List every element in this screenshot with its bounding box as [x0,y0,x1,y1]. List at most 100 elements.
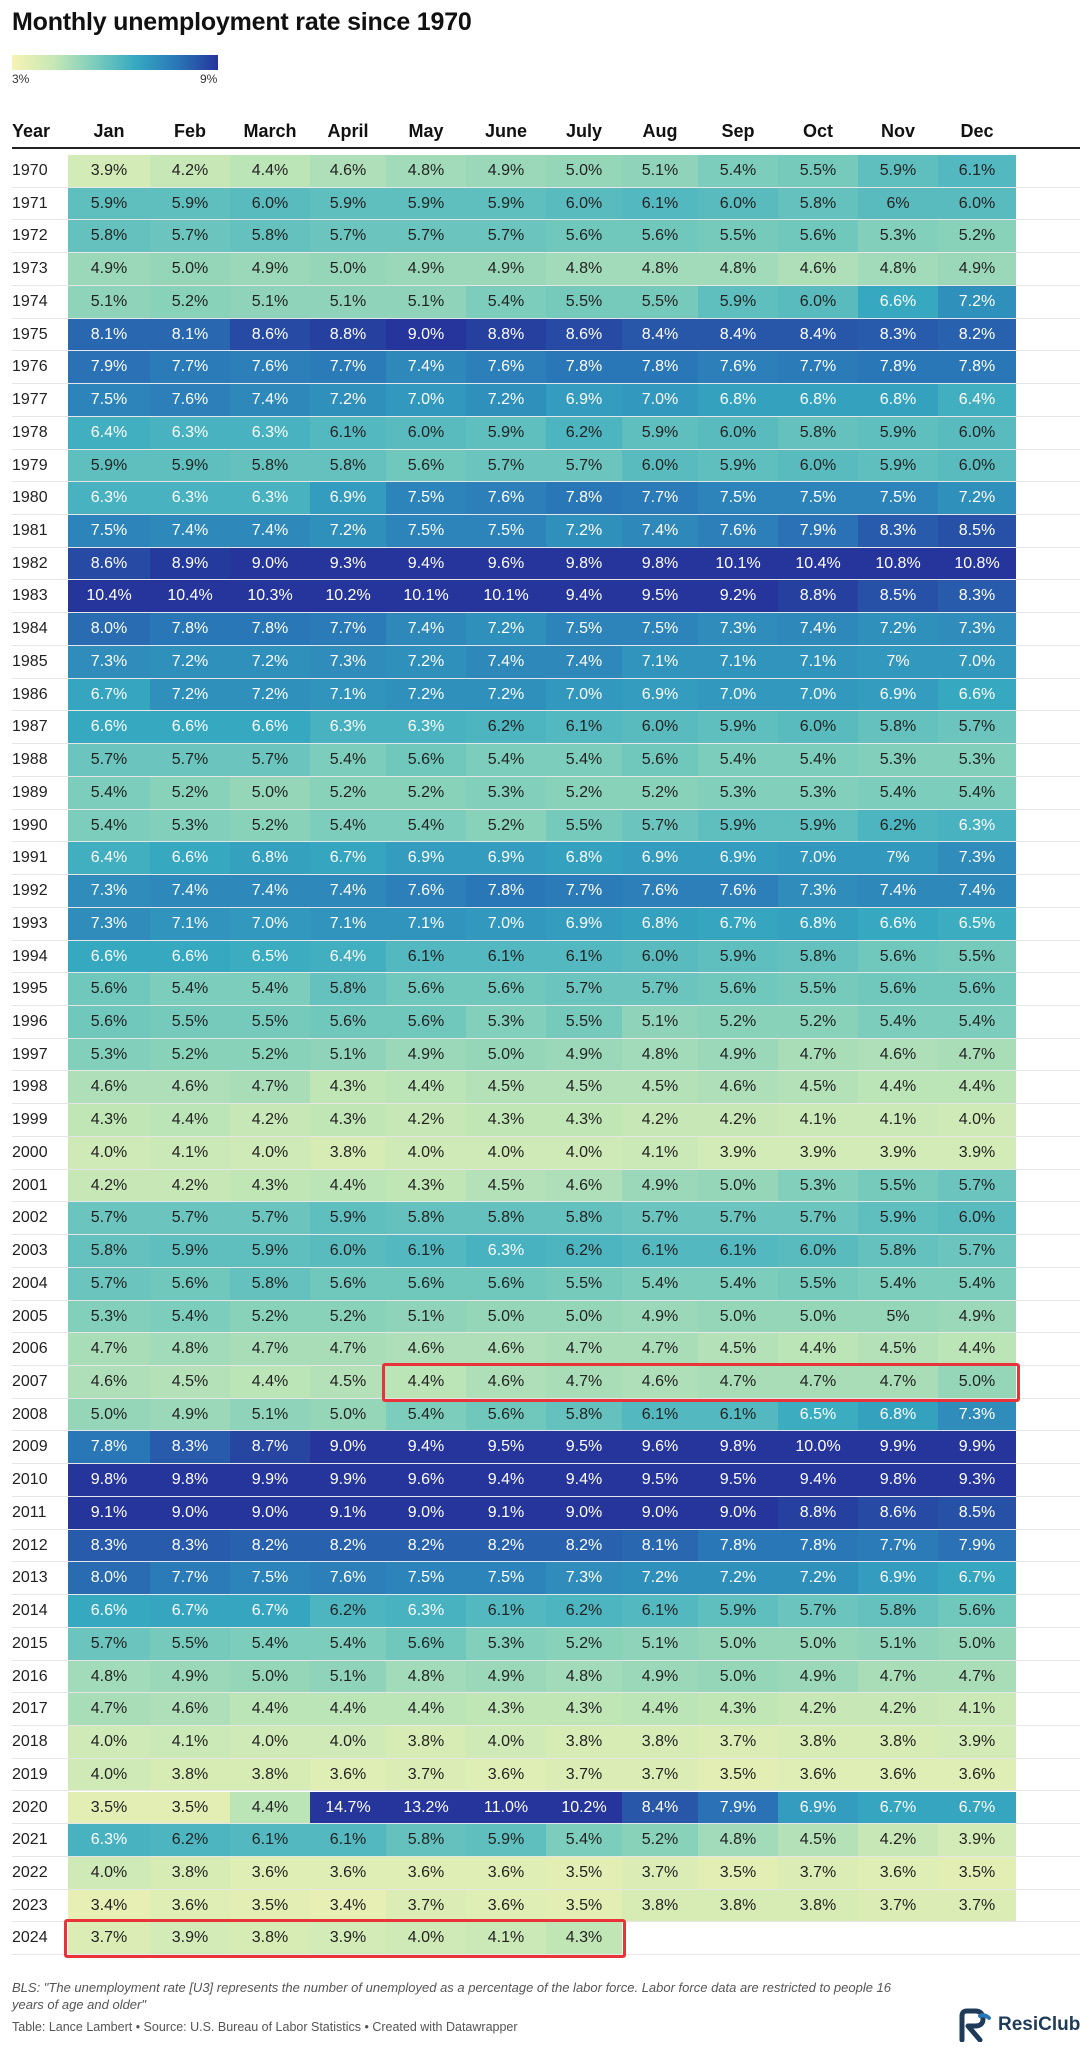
table-row: 2003 5.8% 5.9% 5.9% 6.0% 6.1% 6.3% 6.2% 6.1% 6.1%… [12,1235,1080,1268]
value-cell: 7.8% [858,351,938,384]
value-cell: 5.9% [698,285,778,318]
year-cell: 1999 [12,1104,68,1136]
value-cell: 6.0% [698,416,778,449]
value-cell: 6.5% [938,907,1016,940]
value-cell: 4.9% [938,1300,1016,1333]
value-cell: 10.4% [150,580,230,613]
value-cell: 4.1% [938,1693,1016,1726]
value-cell: 5.2% [230,1300,310,1333]
value-cell: 5.9% [698,940,778,973]
value-cell: 4.8% [698,1824,778,1856]
value-cell: 4.2% [858,1824,938,1856]
value-cell: 8.1% [68,318,150,351]
value-cell: 5.2% [546,1627,622,1660]
value-cell: 4.1% [150,1136,230,1169]
value-cell: 8.7% [230,1431,310,1464]
value-cell: 6.2% [546,1235,622,1267]
value-cell: 5.1% [386,285,466,318]
value-cell: 4.7% [68,1693,150,1726]
value-cell: 7.7% [150,351,230,384]
value-cell: 5.5% [778,973,858,1005]
column-header-feb: Feb [173,121,206,141]
legend-high-label: 9% [200,72,218,86]
value-cell: 7.5% [386,482,466,515]
value-cell: 7.7% [546,875,622,907]
value-cell: 6.1% [938,155,1016,187]
value-cell: 7.4% [466,645,546,678]
value-cell: 4.0% [386,1136,466,1169]
value-cell: 7.9% [778,515,858,547]
value-cell: 5.8% [546,1202,622,1235]
value-cell: 6.6% [938,678,1016,711]
value-cell: 4.0% [310,1726,386,1758]
value-cell: 4.4% [230,1791,310,1824]
value-cell: 4.9% [230,253,310,285]
value-cell: 4.2% [68,1169,150,1202]
year-cell: 2010 [12,1464,68,1496]
value-cell: 9.1% [68,1496,150,1529]
value-cell: 4.8% [386,155,466,187]
value-cell: 4.9% [386,253,466,285]
value-cell: 4.4% [622,1693,698,1726]
table-row: 1997 5.3% 5.2% 5.2% 5.1% 4.9% 5.0% 4.9% 4.8% 4.9%… [12,1038,1080,1072]
value-cell: 7.8% [546,482,622,515]
value-cell: 5.9% [698,449,778,482]
value-cell: 7.3% [546,1562,622,1595]
value-cell: 5.6% [466,973,546,1005]
value-cell: 4.6% [778,253,858,285]
value-cell: 5.9% [68,449,150,482]
value-cell: 4.0% [466,1726,546,1758]
value-cell: 5.6% [466,1398,546,1431]
table-row: 1972 5.8% 5.7% 5.8% 5.7% 5.7% 5.7% 5.6% 5.6% 5.5%… [12,220,1080,254]
value-cell: 5.8% [858,1235,938,1267]
value-cell: 9.5% [466,1431,546,1464]
value-cell: 4.2% [230,1104,310,1136]
value-cell: 7.7% [310,351,386,384]
value-cell: 7.8% [546,351,622,384]
value-cell: 5.8% [546,1398,622,1431]
value-cell: 5.3% [858,744,938,776]
table-row: 2024 3.7% 3.9% 3.8% 3.9% 4.0% 4.1% 4.3% [12,1922,1080,1956]
value-cell: 5.2% [778,1005,858,1038]
value-cell: 9.4% [778,1464,858,1496]
value-cell: 7% [858,645,938,678]
table-row: 1974 5.1% 5.2% 5.1% 5.1% 5.1% 5.4% 5.5% 5.5% 5.9%… [12,285,1080,319]
table-row: 2011 9.1% 9.0% 9.0% 9.1% 9.0% 9.1% 9.0% 9.0% 9.0%… [12,1496,1080,1530]
value-cell: 5.0% [230,1660,310,1693]
year-cell: 1971 [12,187,68,220]
value-cell: 4.7% [938,1660,1016,1693]
table-row: 2023 3.4% 3.6% 3.5% 3.4% 3.7% 3.6% 3.5% 3.8% 3.8%… [12,1889,1080,1923]
value-cell: 5.7% [938,711,1016,744]
value-cell: 4.5% [858,1333,938,1365]
value-cell: 3.6% [778,1758,858,1791]
value-cell: 6.0% [546,187,622,220]
value-cell: 9.4% [386,547,466,580]
year-cell: 1975 [12,318,68,351]
value-cell: 4.3% [466,1693,546,1726]
value-cell: 5.9% [858,1202,938,1235]
brand-logo: ResiClub [958,2008,1080,2042]
value-cell: 4.8% [150,1333,230,1365]
value-cell: 5.3% [778,1169,858,1202]
value-cell: 4.5% [778,1071,858,1104]
column-header-june: June [484,121,527,141]
value-cell: 7.5% [622,613,698,645]
table-row: 2008 5.0% 4.9% 5.1% 5.0% 5.4% 5.6% 5.8% 6.1% 6.1%… [12,1398,1080,1432]
year-cell: 2008 [12,1398,68,1431]
table-row: 1975 8.1% 8.1% 8.6% 8.8% 9.0% 8.8% 8.6% 8.4% 8.4%… [12,318,1080,352]
year-cell: 2011 [12,1496,68,1529]
value-cell: 7.2% [466,678,546,711]
value-cell: 5.9% [150,187,230,220]
value-cell: 6.6% [230,711,310,744]
column-header-sep: Sep [721,121,755,141]
value-cell: 5.0% [310,253,386,285]
value-cell: 5.7% [150,1202,230,1235]
value-cell: 6.6% [68,1595,150,1627]
value-cell: 4.9% [68,253,150,285]
value-cell: 6.8% [622,907,698,940]
year-cell: 1984 [12,613,68,645]
value-cell: 9.9% [858,1431,938,1464]
value-cell: 8.4% [622,1791,698,1824]
value-cell: 5.4% [938,1267,1016,1300]
value-cell: 5.6% [698,973,778,1005]
